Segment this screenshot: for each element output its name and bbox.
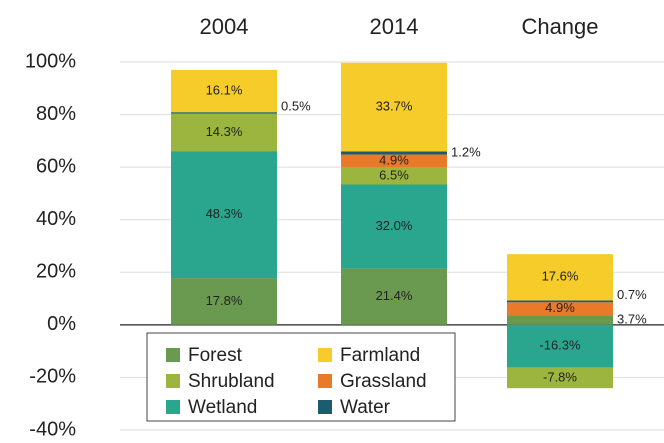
bar-segment	[341, 268, 447, 325]
legend-swatch	[318, 400, 332, 414]
legend-swatch	[166, 400, 180, 414]
bar-segment	[507, 324, 613, 368]
legend-label: Wetland	[188, 397, 257, 418]
value-label: -16.3%	[539, 338, 581, 353]
value-label: 32.0%	[376, 218, 413, 233]
legend-box	[146, 332, 456, 422]
y-tick-label: 80%	[36, 103, 76, 125]
legend-label: Shrubland	[188, 371, 275, 392]
bar-segment	[341, 151, 447, 155]
y-tick-label: 40%	[36, 208, 76, 230]
value-label: 17.8%	[206, 293, 243, 308]
x-tick-label: 2004	[200, 14, 249, 39]
legend-swatch	[318, 348, 332, 362]
legend-label: Farmland	[340, 345, 420, 366]
bar-segment	[507, 302, 613, 316]
bar-segment	[341, 184, 447, 269]
bar-segment	[507, 254, 613, 301]
bar-segment	[341, 167, 447, 185]
bar-segment	[171, 113, 277, 152]
value-label: 3.7%	[617, 311, 647, 326]
y-tick-label: -20%	[29, 366, 76, 388]
value-label: 0.7%	[617, 287, 647, 302]
legend-label: Water	[340, 397, 391, 418]
value-label: 16.1%	[206, 82, 243, 97]
y-tick-label: 100%	[25, 50, 76, 72]
y-tick-label: -40%	[29, 418, 76, 440]
y-tick-label: 0%	[47, 313, 76, 335]
x-tick-label: 2014	[370, 14, 419, 39]
bar-segment	[171, 151, 277, 279]
bar-segment	[507, 315, 613, 325]
value-label: 48.3%	[206, 206, 243, 221]
value-label: 33.7%	[376, 99, 413, 114]
x-tick-label: Change	[521, 14, 598, 39]
value-label: 4.9%	[379, 152, 409, 167]
bar-segment	[507, 300, 613, 303]
value-label: 17.6%	[542, 269, 579, 284]
value-label: 21.4%	[376, 288, 413, 303]
value-label: -7.8%	[543, 369, 577, 384]
legend-label: Forest	[188, 345, 243, 366]
legend-label: Grassland	[340, 371, 427, 392]
value-label: 0.5%	[281, 98, 311, 113]
legend-swatch	[166, 374, 180, 388]
bar-segment	[507, 367, 613, 389]
value-label: 6.5%	[379, 167, 409, 182]
bar-segment	[341, 154, 447, 168]
value-label: 14.3%	[206, 124, 243, 139]
legend-swatch	[318, 374, 332, 388]
y-tick-label: 60%	[36, 155, 76, 177]
bar-segment	[341, 62, 447, 152]
y-tick-label: 20%	[36, 261, 76, 283]
bar-segment	[171, 69, 277, 113]
bar-segment	[171, 278, 277, 325]
bar-segment	[171, 112, 277, 114]
value-label: 4.9%	[545, 300, 575, 315]
value-label: 1.2%	[451, 144, 481, 159]
legend-swatch	[166, 348, 180, 362]
